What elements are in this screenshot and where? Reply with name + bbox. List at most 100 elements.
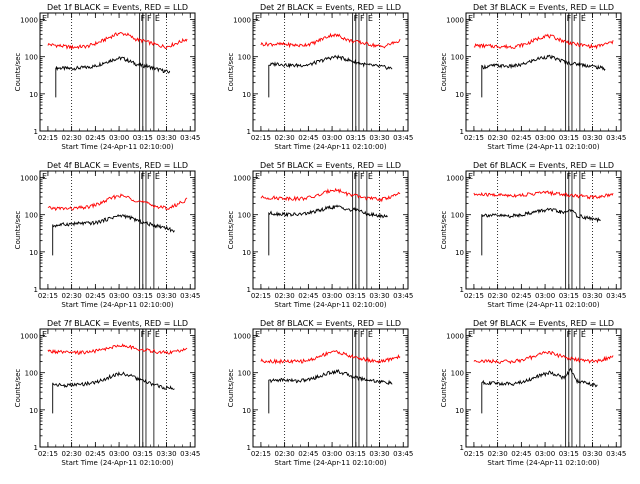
interval-marker: F (147, 330, 152, 339)
x-tick-label: 02:30 (62, 450, 82, 458)
x-tick-label: 02:45 (511, 292, 531, 300)
x-tick-label: 03:15 (133, 134, 153, 142)
lld-series-line (473, 350, 614, 365)
panel-title: Det 3f BLACK = Events, RED = LLD (473, 3, 614, 12)
x-tick-label: 02:15 (251, 450, 271, 458)
plot-frame (465, 170, 622, 290)
x-tick-label: 03:45 (393, 450, 413, 458)
x-tick-label: 03:30 (156, 292, 176, 300)
y-tick-label: 1000 (20, 333, 38, 341)
x-tick-label: 02:45 (511, 450, 531, 458)
y-tick-label: 100 (238, 212, 251, 220)
y-tick-label: 1 (34, 286, 38, 294)
detector-panel-2: Det 2f BLACK = Events, RED = LLD 1 10 100 10… (227, 3, 413, 151)
x-tick-label: 03:15 (559, 450, 579, 458)
x-tick-label: 02:30 (275, 450, 295, 458)
x-tick-label: 02:45 (511, 134, 531, 142)
x-tick-label: 02:15 (464, 292, 484, 300)
x-tick-label: 02:45 (298, 134, 318, 142)
x-tick-label: 03:30 (156, 134, 176, 142)
plot-frame (252, 328, 409, 448)
interval-marker: F (354, 172, 359, 181)
y-tick-label: 10 (242, 249, 251, 257)
detector-panel-4: Det 4f BLACK = Events, RED = LLD 1 10 100 10… (14, 161, 200, 309)
y-tick-label: 1 (247, 128, 251, 136)
y-tick-label: 1000 (233, 17, 251, 25)
x-tick-label: 03:00 (535, 292, 555, 300)
y-axis-label: Counts/sec (14, 211, 22, 250)
x-tick-label: 03:00 (322, 292, 342, 300)
x-tick-label: 02:15 (251, 134, 271, 142)
x-tick-label: 03:45 (393, 134, 413, 142)
interval-marker: E (155, 14, 160, 23)
y-tick-label: 1 (34, 128, 38, 136)
y-tick-label: 1000 (233, 175, 251, 183)
lld-series-line (473, 33, 614, 50)
corner-marker: E (255, 14, 260, 23)
x-tick-label: 02:45 (85, 134, 105, 142)
x-tick-label: 03:45 (606, 134, 626, 142)
x-tick-label: 02:15 (38, 292, 58, 300)
y-tick-label: 1000 (446, 175, 464, 183)
y-tick-label: 100 (451, 54, 464, 62)
y-tick-label: 10 (242, 91, 251, 99)
lld-series-line (473, 190, 614, 200)
y-tick-label: 100 (238, 370, 251, 378)
x-tick-label: 02:30 (488, 134, 508, 142)
events-series-line (268, 54, 393, 98)
events-series-line (268, 368, 393, 414)
plot-frame (39, 170, 196, 290)
events-series-line (268, 204, 388, 256)
corner-marker: E (255, 330, 260, 339)
x-tick-label: 02:30 (62, 292, 82, 300)
y-tick-label: 100 (451, 370, 464, 378)
y-axis-label: Counts/sec (14, 369, 22, 408)
x-tick-label: 02:45 (298, 450, 318, 458)
corner-marker: E (255, 172, 260, 181)
events-series-line (481, 207, 601, 256)
events-series-line (481, 54, 606, 98)
x-axis-label: Start Time (24-Apr-11 02:10:00) (274, 143, 386, 151)
x-tick-label: 03:30 (369, 292, 389, 300)
lld-series-line (260, 187, 401, 203)
y-tick-label: 1000 (20, 17, 38, 25)
interval-marker: E (368, 14, 373, 23)
y-tick-label: 10 (29, 407, 38, 415)
x-axis-label: Start Time (24-Apr-11 02:10:00) (61, 301, 173, 309)
panel-title: Det 7f BLACK = Events, RED = LLD (47, 319, 188, 328)
x-tick-label: 02:30 (488, 292, 508, 300)
y-tick-label: 100 (25, 212, 38, 220)
x-tick-label: 03:30 (582, 292, 602, 300)
x-tick-label: 02:15 (464, 134, 484, 142)
events-series-line (55, 56, 171, 98)
x-tick-label: 03:00 (535, 134, 555, 142)
y-tick-label: 10 (29, 91, 38, 99)
corner-marker: E (468, 14, 473, 23)
x-tick-label: 02:30 (62, 134, 82, 142)
x-axis-label: Start Time (24-Apr-11 02:10:00) (61, 143, 173, 151)
interval-marker: E (581, 14, 586, 23)
interval-marker: F (567, 172, 572, 181)
lld-series-line (260, 350, 401, 365)
plot-frame (39, 12, 196, 132)
corner-marker: E (42, 330, 47, 339)
y-tick-label: 1 (247, 286, 251, 294)
y-tick-label: 100 (25, 54, 38, 62)
interval-marker: F (360, 14, 365, 23)
y-tick-label: 100 (238, 54, 251, 62)
y-tick-label: 100 (451, 212, 464, 220)
interval-marker: F (141, 172, 146, 181)
lld-series-line (47, 343, 188, 355)
x-tick-label: 03:00 (322, 450, 342, 458)
x-axis-label: Start Time (24-Apr-11 02:10:00) (487, 143, 599, 151)
interval-marker: F (567, 330, 572, 339)
x-tick-label: 03:15 (133, 450, 153, 458)
plot-frame (465, 12, 622, 132)
x-tick-label: 02:30 (275, 134, 295, 142)
x-tick-label: 02:15 (38, 134, 58, 142)
events-series-line (52, 214, 175, 256)
y-tick-label: 1 (460, 444, 464, 452)
y-tick-label: 10 (455, 91, 464, 99)
